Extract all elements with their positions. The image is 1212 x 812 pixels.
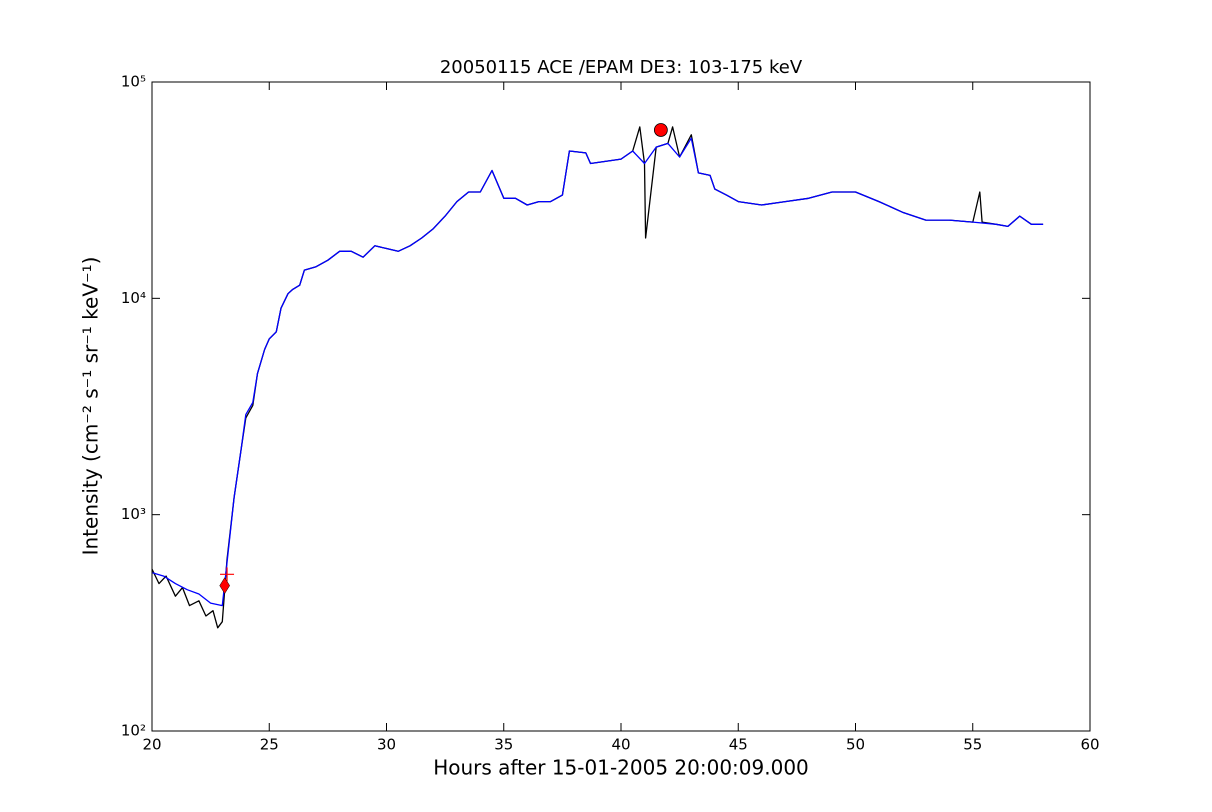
x-tick-label: 30 — [377, 736, 396, 754]
x-tick-label: 55 — [963, 736, 982, 754]
x-tick-label: 50 — [846, 736, 865, 754]
marker-circle — [653, 123, 668, 137]
plot-area — [151, 81, 1091, 732]
x-tick-label: 60 — [1080, 736, 1099, 754]
plot-frame — [151, 81, 1091, 732]
x-tick-label: 40 — [611, 736, 630, 754]
marker-diamond — [219, 577, 230, 595]
x-tick-label: 35 — [494, 736, 513, 754]
x-axis-label: Hours after 15-01-2005 20:00:09.000 — [433, 756, 809, 780]
x-tick-label: 45 — [729, 736, 748, 754]
y-tick-label: 10⁵ — [121, 73, 146, 91]
marker-plus — [220, 567, 235, 582]
chart-title: 20050115 ACE /EPAM DE3: 103-175 keV — [440, 57, 803, 78]
y-tick-label: 10³ — [121, 505, 146, 523]
y-axis-label: Intensity (cm⁻² s⁻¹ sr⁻¹ keV⁻¹) — [79, 257, 103, 556]
y-tick-label: 10² — [121, 722, 146, 740]
data-line — [151, 137, 1044, 607]
y-tick-label: 10⁴ — [121, 289, 146, 307]
x-tick-label: 25 — [260, 736, 279, 754]
x-tick-label: 20 — [142, 736, 161, 754]
